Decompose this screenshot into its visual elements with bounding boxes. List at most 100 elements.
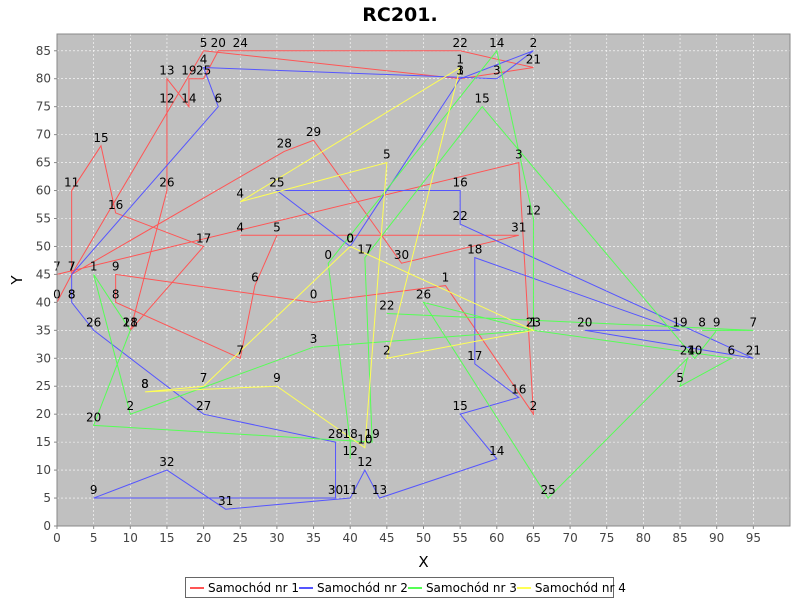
y-tick-label: 60 — [36, 184, 51, 198]
point-label: 22 — [453, 36, 468, 50]
point-label: 21 — [746, 343, 761, 357]
x-tick-label: 15 — [159, 531, 174, 545]
point-label: 4 — [236, 220, 244, 234]
point-label: 11 — [64, 176, 79, 190]
point-label: 6 — [728, 343, 736, 357]
x-tick-label: 30 — [269, 531, 284, 545]
x-tick-label: 35 — [306, 531, 321, 545]
point-label: 17 — [196, 231, 211, 245]
point-label: 21 — [526, 53, 541, 67]
x-tick-label: 40 — [343, 531, 358, 545]
axes: 0 5 10 15 20 25 30 35 40 45 50 55 60 65 70 75 80 85 90 9505… — [36, 33, 791, 545]
point-label: 19 — [365, 427, 380, 441]
y-tick-label: 25 — [36, 379, 51, 393]
point-label: 18 — [467, 243, 482, 257]
point-label: 7 — [68, 259, 76, 273]
y-tick-label: 55 — [36, 212, 51, 226]
point-label: 1 — [530, 315, 538, 329]
point-label: 9 — [112, 259, 120, 273]
point-label: 13 — [159, 64, 174, 78]
x-tick-label: 90 — [709, 531, 724, 545]
point-label: 22 — [379, 299, 394, 313]
legend-label: Samochód nr 2 — [316, 580, 408, 595]
point-label: 31 — [511, 220, 526, 234]
legend-item: Samochód nr 1 — [190, 581, 299, 595]
point-label: 28 — [328, 427, 343, 441]
point-label: 6 — [214, 92, 222, 106]
x-tick-label: 5 — [90, 531, 98, 545]
point-label: 16 — [511, 382, 526, 396]
point-label: 13 — [372, 483, 387, 497]
point-label: 11 — [343, 483, 358, 497]
legend-swatch — [298, 586, 313, 589]
y-tick-label: 15 — [36, 435, 51, 449]
point-label: 15 — [93, 131, 108, 145]
point-label: 21 — [123, 315, 138, 329]
point-label: 1 — [90, 259, 98, 273]
point-label: 14 — [489, 36, 504, 50]
point-label: 0 — [346, 231, 354, 245]
point-label: 25 — [269, 176, 284, 190]
point-label: 14 — [181, 92, 196, 106]
point-label: 0 — [310, 287, 318, 301]
x-tick-label: 50 — [416, 531, 431, 545]
point-label: 7 — [68, 259, 76, 273]
point-label: 3 — [493, 64, 501, 78]
point-label: 18 — [123, 315, 138, 329]
point-label: 3 — [310, 332, 318, 346]
point-label: 2 — [383, 343, 391, 357]
legend-item: Samochód nr 2 — [298, 580, 408, 595]
point-label: 12 — [526, 204, 541, 218]
y-tick-label: 85 — [36, 44, 51, 58]
chart-title: RC201. — [362, 4, 438, 26]
x-tick-label: 0 — [53, 531, 61, 545]
series-layer — [56, 49, 754, 510]
legend-swatch — [190, 586, 204, 589]
legend-item: Samochód nr 3 — [407, 581, 517, 595]
x-tick-label: 80 — [636, 531, 651, 545]
x-tick-label: 10 — [123, 531, 138, 545]
x-tick-label: 45 — [379, 531, 394, 545]
point-label: 17 — [357, 243, 372, 257]
y-tick-label: 50 — [36, 239, 51, 253]
point-label: 31 — [218, 494, 233, 508]
y-tick-label: 40 — [36, 295, 51, 309]
x-tick-label: 85 — [672, 531, 687, 545]
point-label: 16 — [108, 198, 123, 212]
point-label: 32 — [159, 455, 174, 469]
x-tick-label: 95 — [746, 531, 761, 545]
point-label: 9 — [273, 371, 281, 385]
point-label: 15 — [474, 92, 489, 106]
plot-frame — [56, 33, 791, 527]
point-label: 1 — [442, 271, 450, 285]
legend-swatch — [516, 586, 531, 589]
point-label: 7 — [68, 259, 76, 273]
point-label: 20 — [211, 36, 226, 50]
point-label: 5 — [200, 36, 208, 50]
y-tick-label: 30 — [36, 351, 51, 365]
point-label: 19 — [672, 315, 687, 329]
series-line-4 — [144, 66, 536, 449]
point-label: 30 — [328, 483, 343, 497]
x-tick-label: 55 — [453, 531, 468, 545]
point-label: 7 — [236, 343, 244, 357]
point-label: 5 — [676, 371, 684, 385]
point-label: 14 — [489, 444, 504, 458]
x-tick-label: 65 — [526, 531, 541, 545]
y-axis-label: Y — [8, 275, 26, 286]
y-tick-label: 20 — [36, 407, 51, 421]
point-label: 8 — [68, 287, 76, 301]
point-label: 28 — [277, 136, 292, 150]
point-label: 2 — [530, 399, 538, 413]
y-tick-label: 5 — [43, 491, 51, 505]
point-label: 20 — [577, 315, 592, 329]
point-label: 8 — [68, 287, 76, 301]
y-tick-label: 70 — [36, 128, 51, 142]
point-label: 24 — [233, 36, 248, 50]
point-label: 19 — [181, 64, 196, 78]
point-label: 10 — [357, 433, 372, 447]
legend-label: Samochód nr 1 — [208, 580, 299, 595]
point-label: 17 — [467, 349, 482, 363]
